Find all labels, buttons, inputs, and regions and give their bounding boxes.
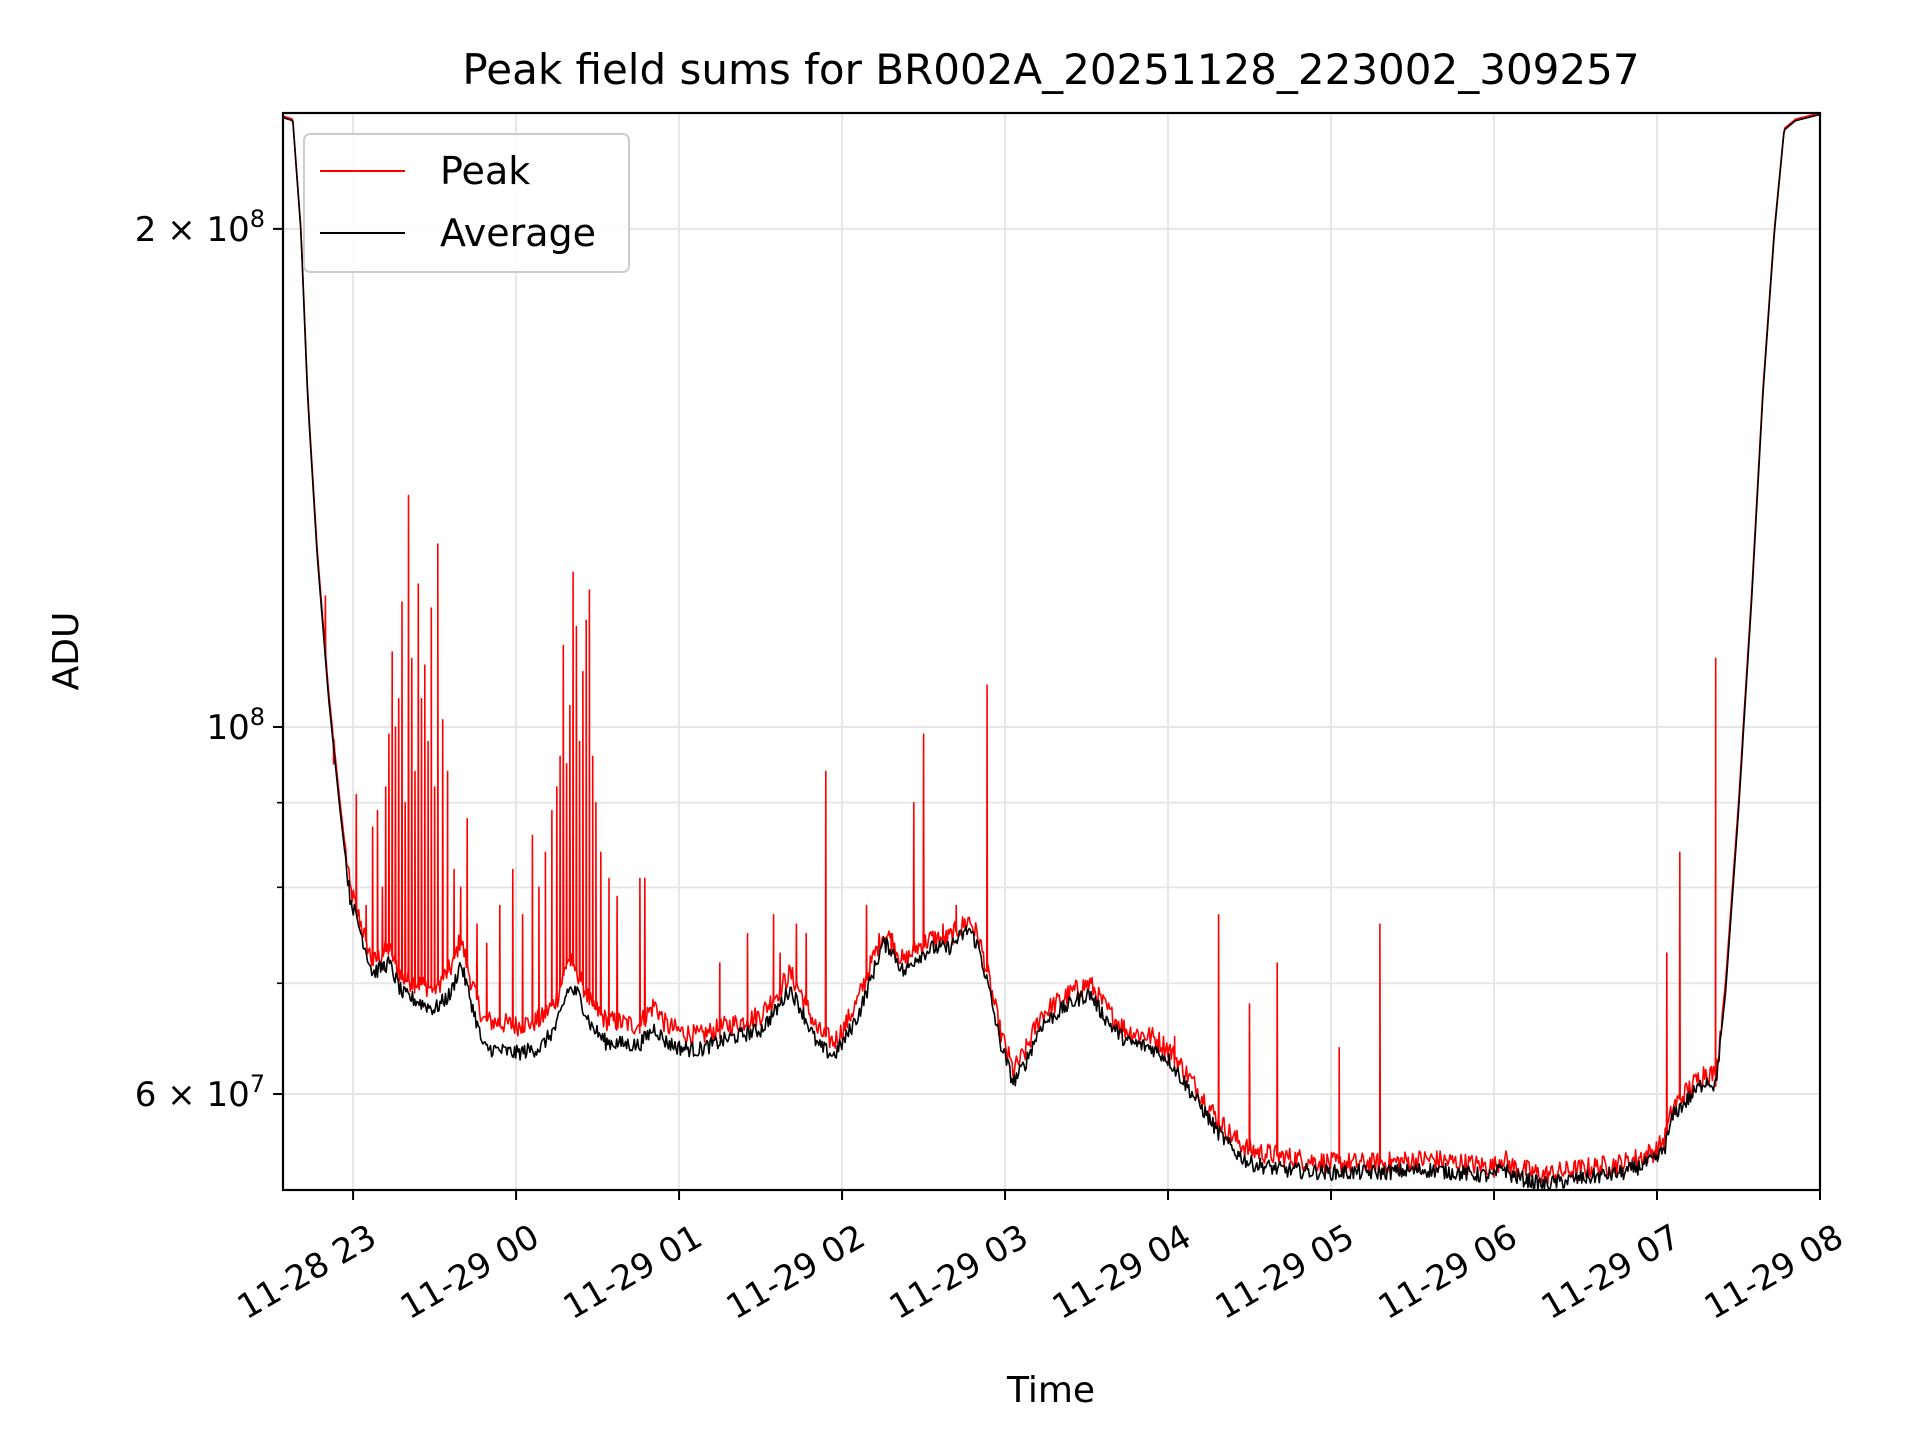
legend-average-label: Average	[440, 211, 596, 255]
x-axis-label: Time	[1006, 1370, 1095, 1411]
chart-title: Peak field sums for BR002A_20251128_2230…	[462, 45, 1639, 94]
y-tick-label: 6 × 107	[135, 1070, 265, 1115]
series-layer	[283, 113, 1820, 1190]
plot-area	[283, 113, 1820, 1190]
y-tick-label: 2 × 108	[135, 205, 265, 250]
series-line-average	[283, 113, 1820, 1190]
y-axis-label: ADU	[46, 612, 87, 691]
plot-frame	[281, 111, 1822, 1192]
y-axis: 2 × 108 108 6 × 107	[135, 205, 283, 1115]
legend: Peak Average	[303, 133, 630, 273]
series-line-peak	[283, 113, 1820, 1185]
legend-box	[303, 133, 630, 273]
legend-peak-label: Peak	[440, 149, 530, 193]
y-tick-label: 108	[206, 703, 265, 748]
